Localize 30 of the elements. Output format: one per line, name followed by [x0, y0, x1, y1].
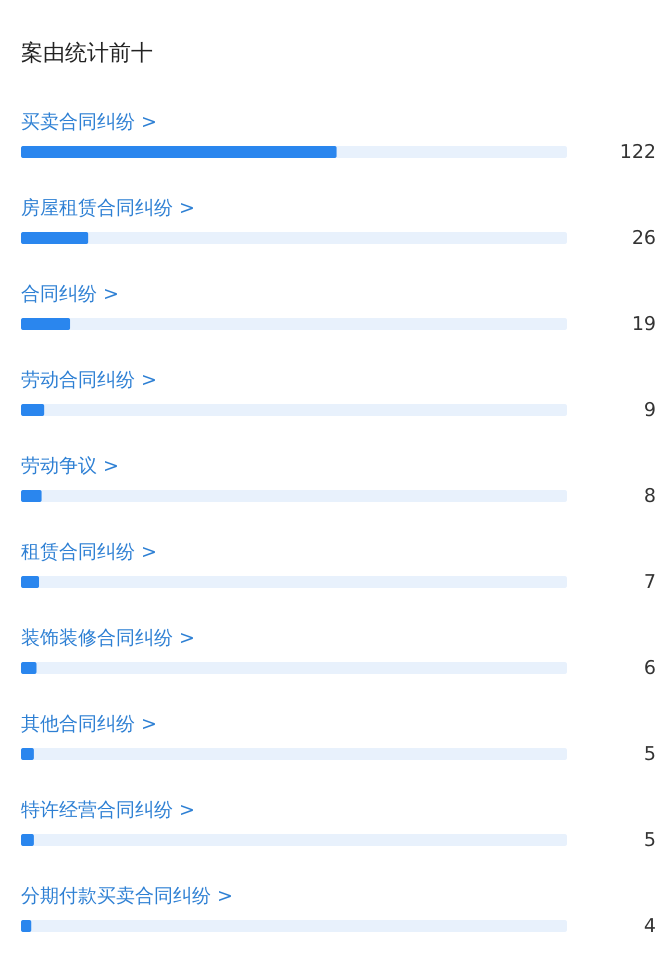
bar: [21, 576, 40, 588]
data-label: 5: [644, 743, 656, 765]
data-label: 6: [644, 657, 656, 679]
data-label: 8: [644, 485, 656, 507]
data-label: 4: [644, 915, 656, 937]
y-tick-label: 装饰装修合同纠纷 >: [21, 627, 195, 649]
bar: [21, 834, 34, 846]
y-tick-label: 劳动争议 >: [21, 455, 119, 477]
bar: [21, 490, 42, 502]
bar: [21, 404, 44, 416]
bar: [21, 232, 88, 244]
y-tick-label: 特许经营合同纠纷 >: [21, 799, 195, 821]
bar: [21, 662, 37, 674]
y-tick-label: 房屋租赁合同纠纷 >: [21, 197, 195, 219]
bar: [21, 748, 34, 760]
data-label: 26: [632, 227, 656, 249]
data-label: 19: [632, 313, 656, 335]
data-label: 122: [620, 141, 656, 163]
data-label: 9: [644, 399, 656, 421]
data-label: 5: [644, 829, 656, 851]
y-tick-label: 其他合同纠纷 >: [21, 713, 157, 735]
chart-title: 案由统计前十: [21, 41, 153, 66]
y-tick-label: 合同纠纷 >: [21, 283, 119, 305]
bar: [21, 318, 70, 330]
data-label: 7: [644, 571, 656, 593]
y-tick-label: 分期付款买卖合同纠纷 >: [21, 885, 233, 907]
y-tick-label: 租赁合同纠纷 >: [21, 541, 157, 563]
y-tick-label: 劳动合同纠纷 >: [21, 369, 157, 391]
bar: [21, 920, 32, 932]
y-tick-label: 买卖合同纠纷 >: [21, 111, 157, 133]
